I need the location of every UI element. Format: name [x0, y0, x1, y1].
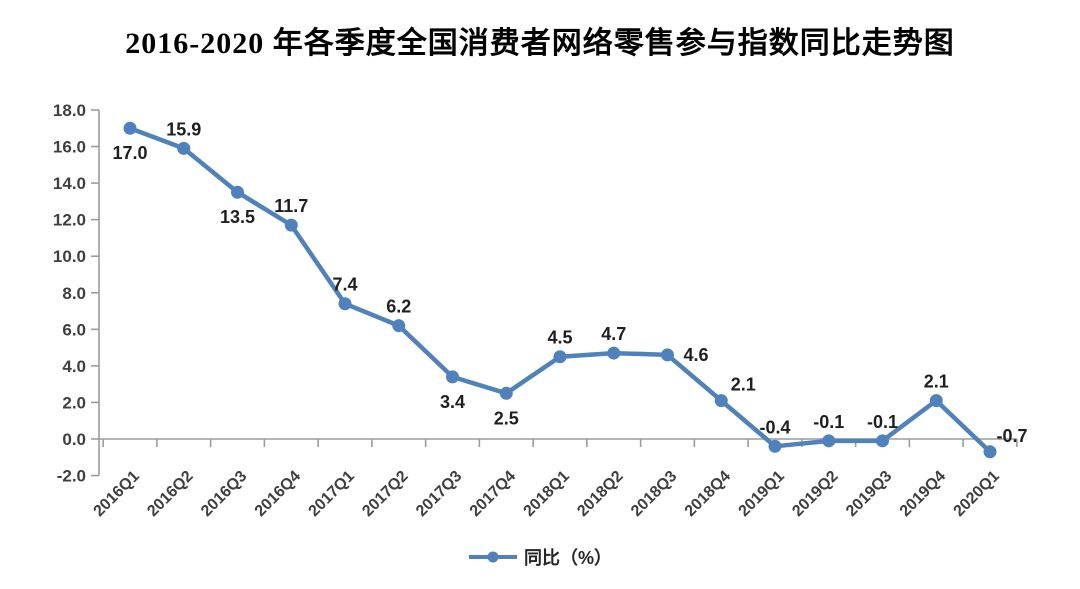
data-point-label: 4.7 [601, 324, 626, 344]
y-tick-label: 12.0 [53, 211, 86, 230]
data-point-marker [123, 121, 137, 135]
data-point-marker [499, 386, 513, 400]
y-tick-label: 8.0 [62, 284, 86, 303]
data-point-label: 15.9 [166, 119, 201, 139]
data-point-marker [338, 297, 352, 311]
x-tick-label: 2017Q2 [359, 468, 411, 520]
data-point-marker [661, 348, 674, 362]
x-tick-label: 2018Q2 [574, 468, 626, 520]
data-point-label: 4.5 [547, 328, 572, 348]
data-point-marker [392, 319, 406, 333]
data-point-label: 2.5 [494, 408, 519, 428]
x-tick-label: 2016Q4 [252, 468, 304, 520]
data-point-label: -0.1 [867, 412, 898, 432]
y-tick-label: 2.0 [62, 393, 86, 412]
legend-line-marker-icon [468, 551, 517, 563]
x-tick-label: 2018Q1 [521, 468, 573, 520]
chart-title: 2016-2020 年各季度全国消费者网络零售参与指数同比走势图 [125, 27, 955, 60]
data-point-marker [714, 394, 728, 408]
x-tick-label: 2017Q1 [306, 468, 358, 520]
x-tick-label: 2019Q3 [843, 468, 895, 520]
data-point-label: 2.1 [924, 372, 949, 392]
data-point-label: 4.6 [684, 345, 709, 365]
data-point-marker [284, 218, 298, 232]
data-point-label: -0.4 [759, 417, 790, 437]
data-point-label: 13.5 [220, 207, 255, 227]
data-point-label: -0.1 [813, 412, 844, 432]
data-point-marker [983, 445, 997, 459]
y-tick-label: 16.0 [53, 138, 86, 157]
data-point-marker [876, 434, 889, 448]
legend: 同比（%） [0, 544, 1080, 570]
x-tick-label: 2019Q4 [897, 468, 949, 520]
x-tick-label: 2016Q3 [198, 468, 250, 520]
data-point-label: 17.0 [112, 143, 147, 163]
data-point-marker [822, 434, 836, 448]
data-point-label: 2.1 [731, 375, 756, 395]
x-tick-label: 2019Q1 [736, 468, 788, 520]
data-point-marker [929, 394, 943, 408]
data-point-label: 6.2 [386, 297, 411, 317]
x-tick-label: 2018Q3 [628, 468, 680, 520]
y-tick-label: -2.0 [57, 467, 86, 486]
x-tick-label: 2016Q2 [144, 468, 196, 520]
data-point-label: -0.7 [996, 426, 1027, 446]
data-point-marker [768, 439, 782, 453]
legend-series-label: 同比（%） [523, 548, 612, 568]
line-chart-plot-area: -2.0 0.0 2.0 4.0 6.0 8.0 10.0 12.0 14.0 16.0 18.0 2… [53, 101, 1028, 520]
y-tick-label: 18.0 [53, 101, 86, 120]
x-tick-label: 2017Q3 [413, 468, 465, 520]
data-point-marker [446, 370, 459, 384]
data-point-marker [553, 350, 567, 364]
x-tick-label: 2018Q4 [682, 468, 734, 520]
data-point-label: 11.7 [274, 196, 308, 216]
data-point-label: 7.4 [332, 275, 357, 295]
y-tick-label: 14.0 [53, 174, 86, 193]
data-point-label: 3.4 [440, 392, 465, 412]
data-point-marker [607, 346, 621, 360]
y-tick-label: 6.0 [62, 320, 86, 339]
x-tick-label: 2020Q1 [951, 468, 1003, 520]
x-tick-label: 2019Q2 [789, 468, 841, 520]
y-tick-label: 0.0 [62, 430, 86, 449]
data-point-marker [231, 185, 244, 199]
y-tick-label: 4.0 [62, 357, 86, 376]
x-tick-label: 2017Q4 [467, 468, 519, 520]
y-tick-label: 10.0 [53, 247, 86, 266]
data-point-marker [177, 141, 191, 155]
series-line [127, 125, 993, 455]
